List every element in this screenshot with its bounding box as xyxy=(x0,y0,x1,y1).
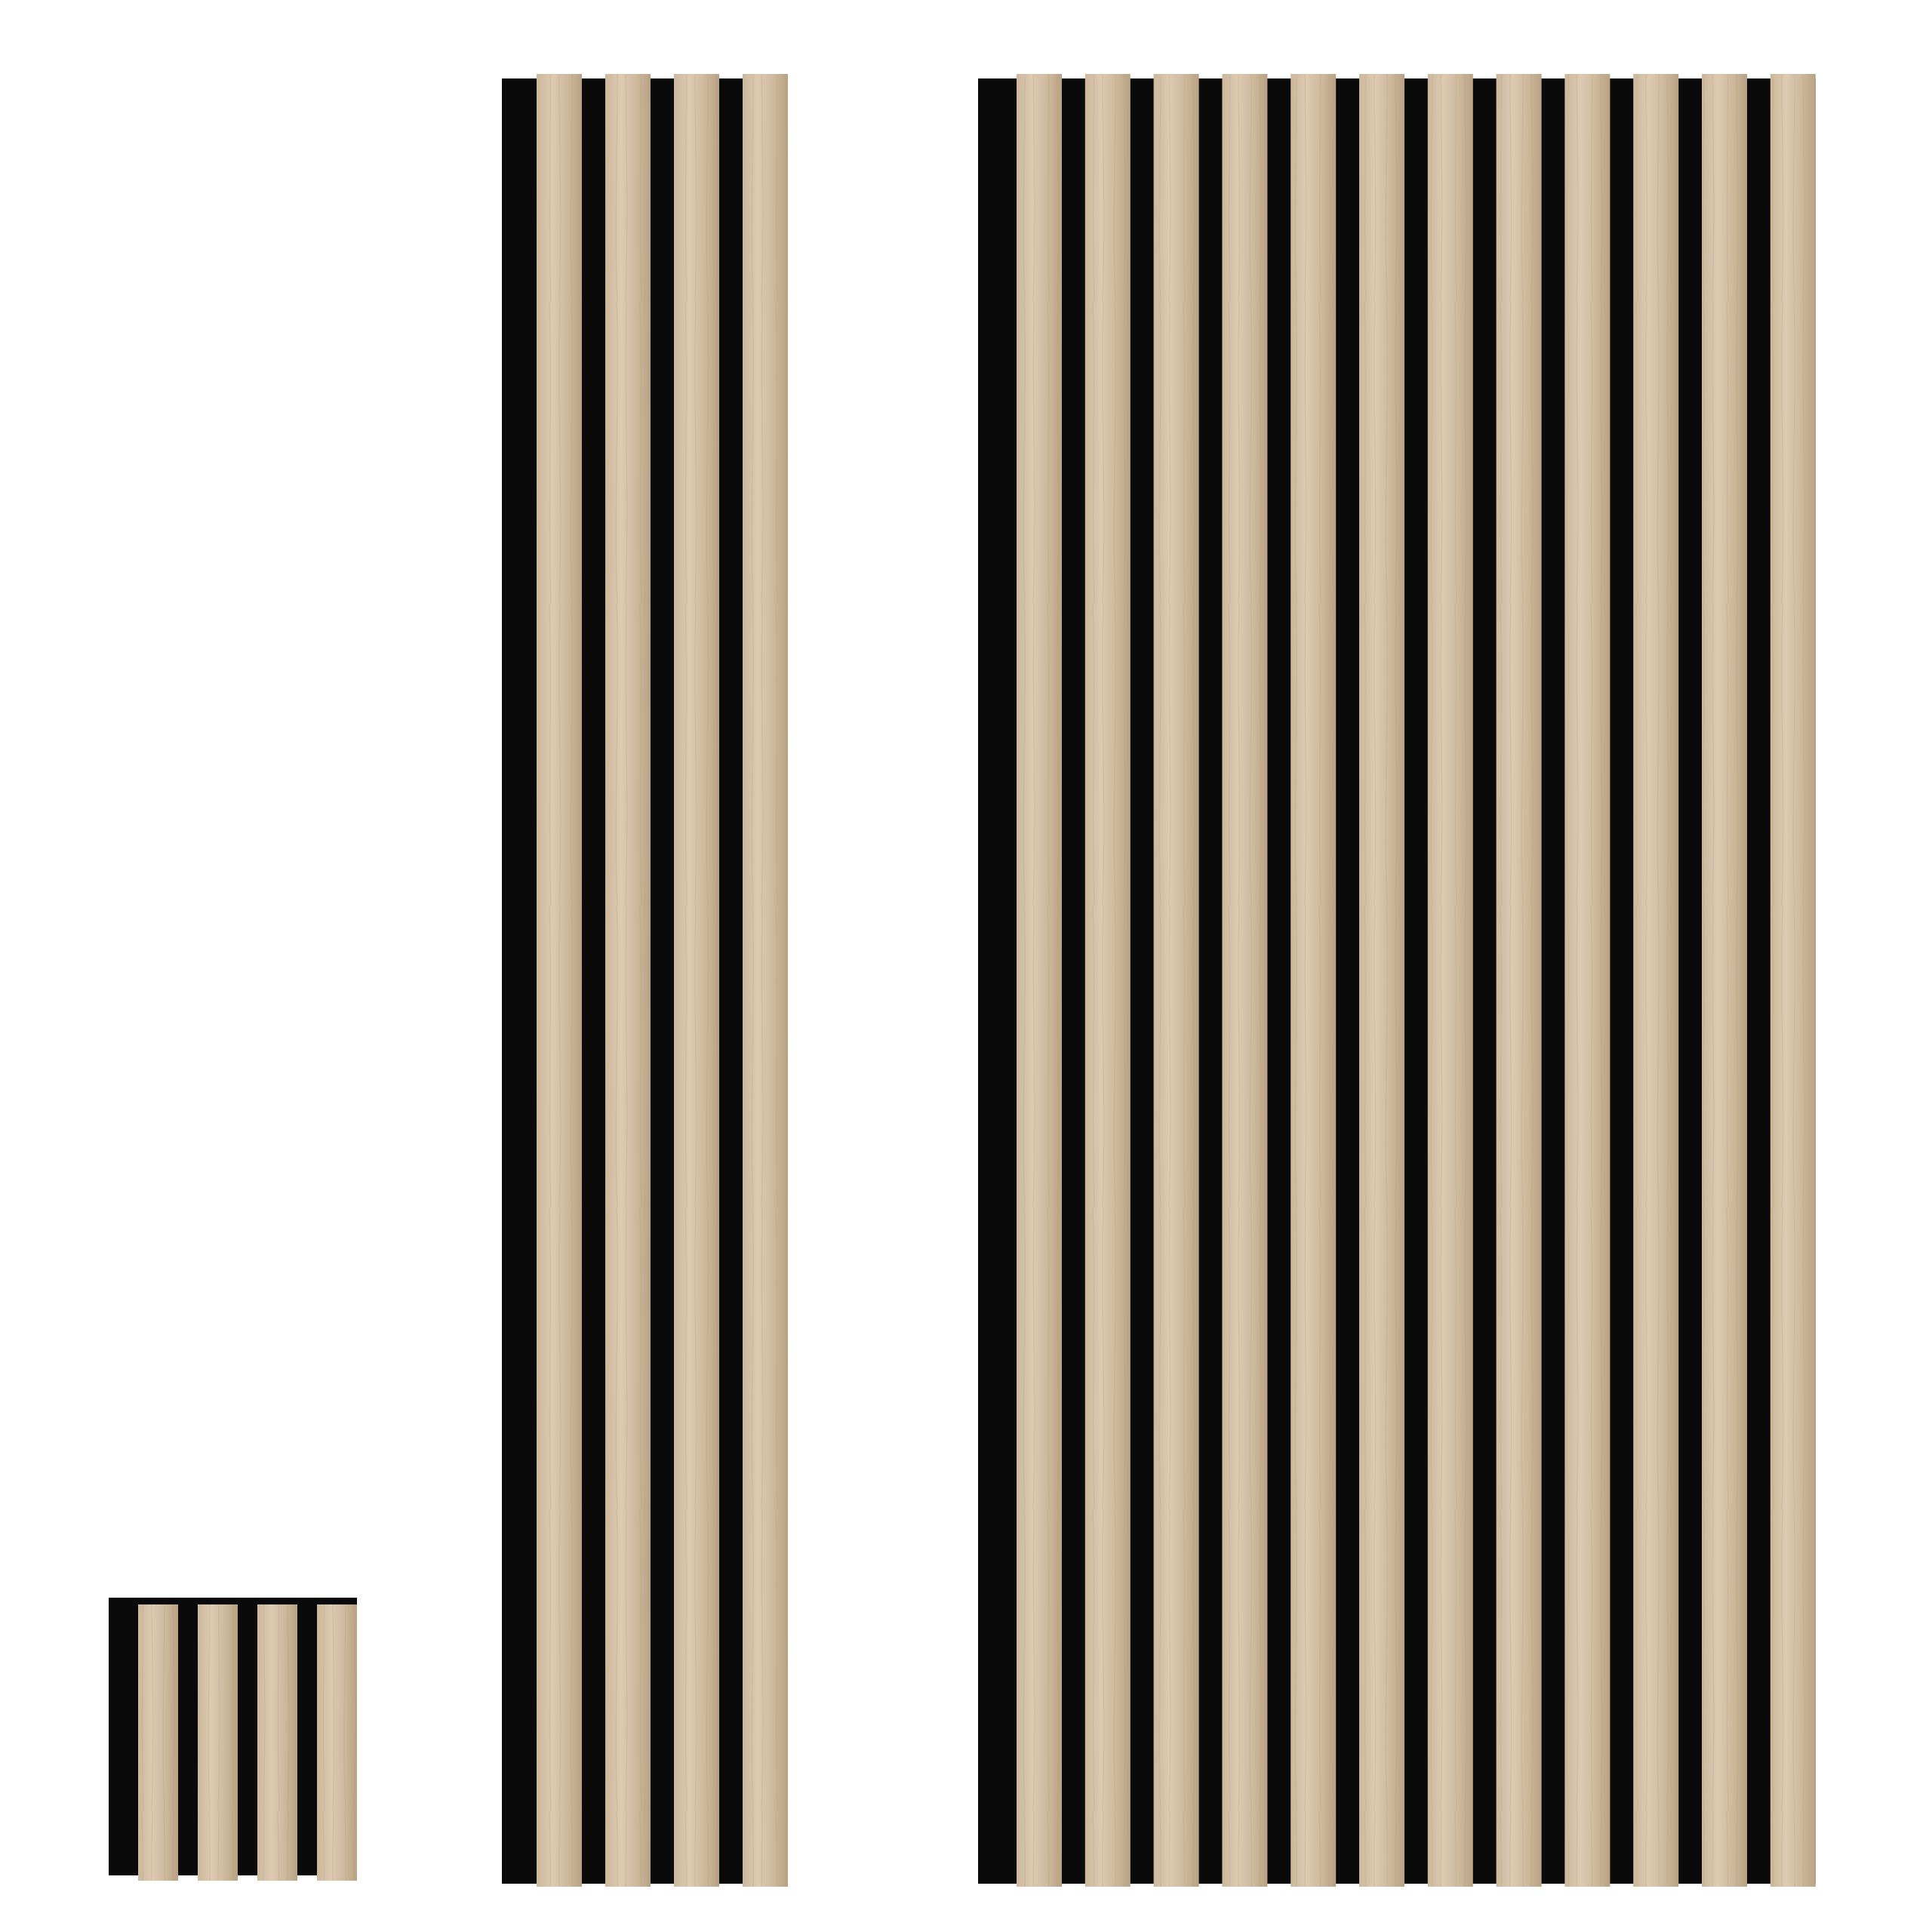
narrow-panel-slat-grain xyxy=(743,74,788,1887)
wide-panel-slat-grain xyxy=(1084,74,1131,1887)
wide-panel-slat-grain xyxy=(1633,74,1679,1887)
wide-panel-slat-grain xyxy=(1770,74,1816,1887)
wide-panel-slat-grain xyxy=(1564,74,1611,1887)
sample-panel-slat-grain xyxy=(138,1604,178,1881)
wide-panel-slat-grain xyxy=(1222,74,1268,1887)
narrow-panel-slat-grain xyxy=(537,74,582,1887)
wide-panel-slat-grain xyxy=(1702,74,1747,1887)
wide-panel-slat-grain xyxy=(1359,74,1404,1887)
wide-panel-slat-grain xyxy=(1496,74,1542,1887)
narrow-panel-slat-grain xyxy=(605,74,651,1887)
wide-panel-slat-grain xyxy=(1017,74,1062,1887)
wide-panel-slat-grain xyxy=(1427,74,1473,1887)
narrow-panel-slat-grain xyxy=(674,74,719,1887)
sample-panel-slat-grain xyxy=(257,1604,297,1881)
wide-panel-slat-grain xyxy=(1291,74,1337,1887)
sample-panel-slat-grain xyxy=(317,1604,357,1881)
sample-panel-slat-grain xyxy=(198,1604,238,1881)
wide-panel-slat-grain xyxy=(1153,74,1199,1887)
